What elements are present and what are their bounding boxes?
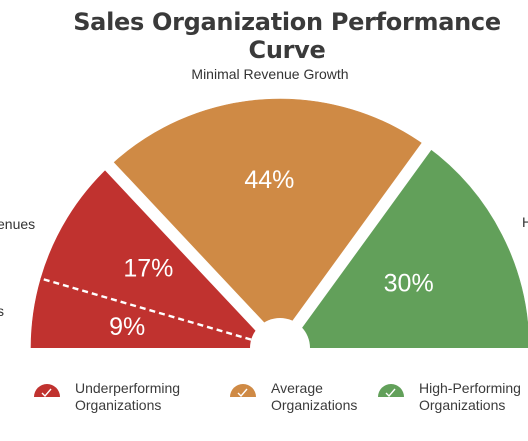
slice-value-label: 9% bbox=[109, 313, 145, 341]
legend-gauge-icon bbox=[378, 384, 404, 398]
annotation-left-lower: s bbox=[0, 303, 4, 319]
slice-value-label: 17% bbox=[123, 254, 173, 282]
legend-label: Underperforming bbox=[75, 380, 181, 396]
legend-item-average: Average Organizations bbox=[229, 380, 357, 414]
slice-divider-dashed bbox=[37, 276, 281, 350]
chart-title: Sales Organization Performance Curve bbox=[73, 8, 501, 64]
slice-value-label: 30% bbox=[384, 269, 434, 297]
legend-label: High-Performing bbox=[419, 380, 521, 396]
annotation-top: Minimal Revenue Growth bbox=[191, 66, 348, 82]
slice-value-label: 44% bbox=[244, 166, 294, 194]
gauge-slice-44 bbox=[109, 98, 427, 349]
slice-divider-gap bbox=[275, 140, 433, 352]
legend-label: Organizations bbox=[75, 397, 162, 413]
legend-gauge-icon bbox=[230, 384, 256, 398]
legend-label: Organizations bbox=[419, 397, 506, 413]
slice-divider-gap bbox=[103, 160, 285, 353]
legend-item-high-performing: High-Performing Organizations bbox=[377, 380, 521, 414]
legend-item-underperforming: Underperforming Organizations bbox=[33, 380, 180, 414]
annotation-right: H bbox=[522, 214, 528, 230]
legend-label: Organizations bbox=[271, 397, 358, 413]
legend-gauge-icon bbox=[34, 384, 60, 398]
legend-label: Average bbox=[271, 380, 323, 396]
gauge-slice-17 bbox=[40, 166, 281, 349]
annotation-left-upper: enues bbox=[0, 216, 35, 232]
gauge-baseline-mask bbox=[0, 348, 528, 441]
